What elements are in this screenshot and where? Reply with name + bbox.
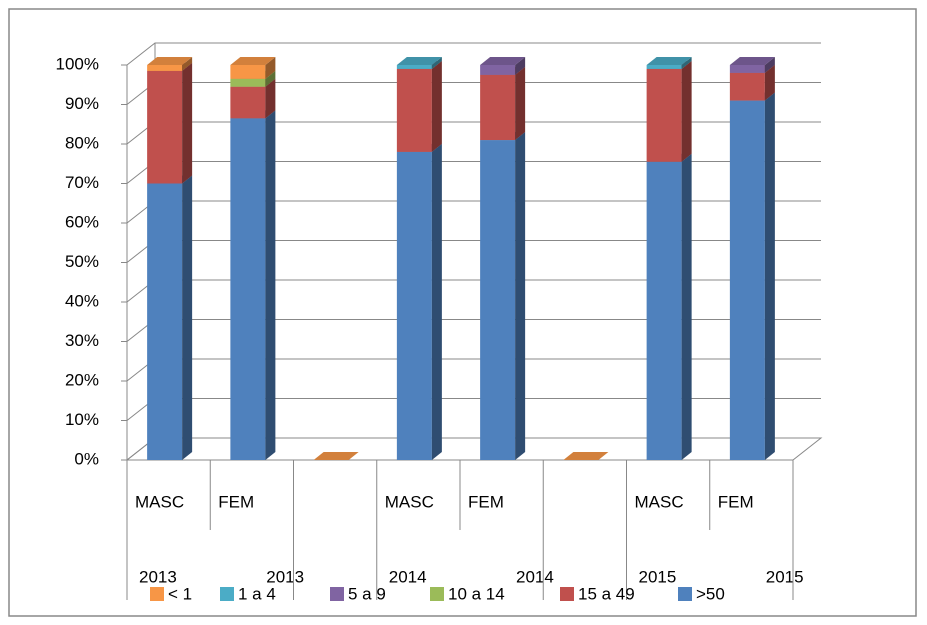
x-tick-label: FEM (718, 492, 754, 511)
legend-label: < 1 (168, 584, 192, 603)
bar (396, 151, 432, 460)
x-group-label: 2015 (766, 567, 804, 586)
legend-label: 1 a 4 (238, 584, 276, 603)
x-tick-label: MASC (635, 492, 684, 511)
bar (230, 65, 266, 79)
x-tick-label: MASC (385, 492, 434, 511)
legend-label: 10 a 14 (448, 584, 505, 603)
bar (480, 74, 516, 141)
bar (480, 140, 516, 461)
bar-top (480, 57, 526, 65)
bar-side (764, 64, 775, 101)
y-tick-label: 30% (65, 331, 99, 350)
bar-top (563, 452, 609, 460)
y-tick-label: 60% (65, 212, 99, 231)
bar-side (764, 92, 775, 461)
x-tick-label: FEM (218, 492, 254, 511)
legend-label: 15 a 49 (578, 584, 635, 603)
bar-top (396, 57, 442, 65)
bar-side (182, 175, 193, 460)
bar-side (681, 153, 692, 460)
x-group-label: 2013 (139, 567, 177, 586)
bar-side (764, 57, 775, 73)
bar (646, 65, 682, 69)
legend-swatch (560, 587, 574, 601)
bar-side (431, 143, 442, 460)
bar-side (515, 57, 526, 75)
x-group-label: 2014 (516, 567, 554, 586)
bar-side (431, 60, 442, 152)
bar (646, 161, 682, 460)
bar (729, 100, 765, 461)
bar-side (265, 78, 276, 119)
bar-side (182, 57, 193, 71)
bar-side (515, 66, 526, 141)
y-tick-label: 20% (65, 370, 99, 389)
bar-side (681, 60, 692, 162)
bar-side (431, 57, 442, 69)
bar (646, 68, 682, 162)
bar-side (681, 57, 692, 69)
bar (147, 183, 183, 460)
bar (230, 118, 266, 460)
x-group-label: 2015 (639, 567, 677, 586)
bar (230, 86, 266, 119)
x-tick-label: MASC (135, 492, 184, 511)
bar-top (147, 57, 193, 65)
bar-side (182, 62, 193, 184)
y-tick-label: 10% (65, 410, 99, 429)
legend-swatch (220, 587, 234, 601)
bar (729, 72, 765, 101)
y-tick-label: 0% (74, 449, 99, 468)
y-tick-label: 50% (65, 252, 99, 271)
bar-top (230, 57, 276, 65)
grid-line (126, 42, 821, 66)
y-tick-label: 90% (65, 94, 99, 113)
x-group-label: 2014 (389, 567, 427, 586)
bar-side (265, 70, 276, 87)
bar (396, 65, 432, 69)
y-tick-label: 70% (65, 173, 99, 192)
x-tick-label: FEM (468, 492, 504, 511)
bar-top (729, 57, 775, 65)
legend-swatch (150, 587, 164, 601)
bar-side (515, 132, 526, 461)
y-tick-label: 100% (56, 54, 99, 73)
legend-swatch (678, 587, 692, 601)
bar-top (646, 57, 692, 65)
y-tick-label: 80% (65, 133, 99, 152)
y-tick-label: 40% (65, 291, 99, 310)
chart-frame (8, 8, 917, 617)
bar (480, 65, 516, 75)
x-group-label: 2013 (266, 567, 304, 586)
bar-side (265, 57, 276, 79)
legend-swatch (430, 587, 444, 601)
bar (396, 68, 432, 152)
legend-label: 5 a 9 (348, 584, 386, 603)
bar-top (313, 452, 359, 460)
bar-side (265, 110, 276, 460)
legend-label: >50 (696, 584, 725, 603)
bar (230, 78, 266, 87)
bar (729, 65, 765, 73)
legend-swatch (330, 587, 344, 601)
bar (147, 70, 183, 184)
bar (147, 65, 183, 71)
